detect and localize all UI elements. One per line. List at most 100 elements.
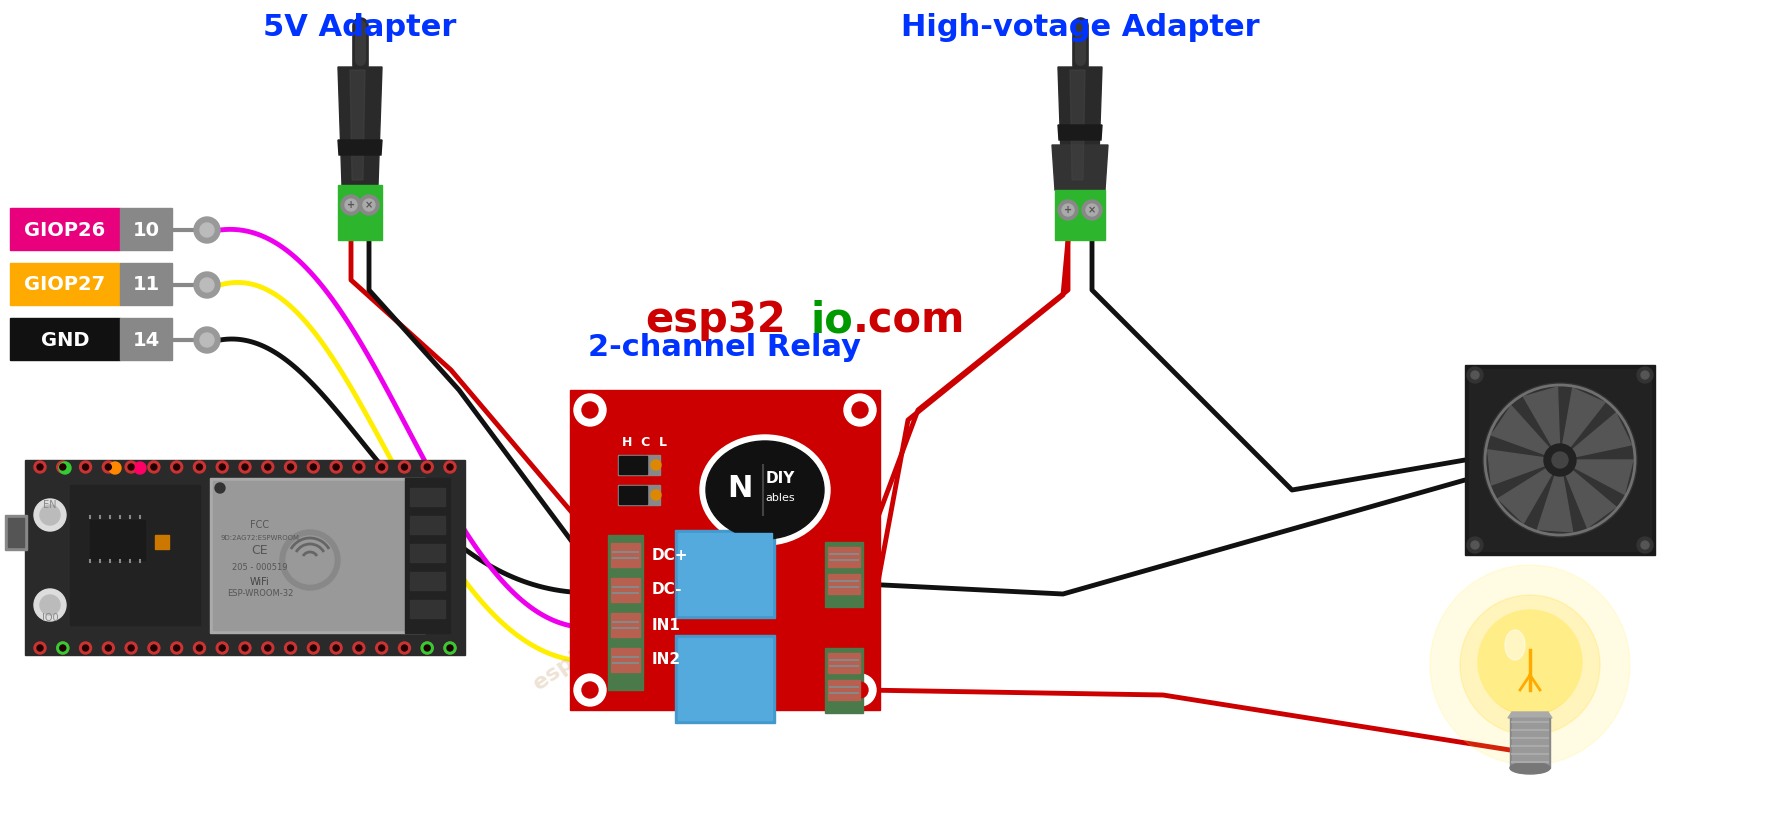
Circle shape: [196, 464, 203, 470]
Circle shape: [307, 642, 319, 654]
Circle shape: [378, 464, 385, 470]
Circle shape: [125, 642, 137, 654]
Bar: [5, 515, 27, 550]
Text: DIY: DIY: [764, 471, 795, 485]
Circle shape: [194, 217, 219, 243]
Bar: [677, 638, 772, 720]
Bar: [611, 543, 640, 567]
Circle shape: [310, 464, 317, 470]
Circle shape: [330, 461, 342, 473]
Bar: [405, 478, 451, 633]
Circle shape: [421, 642, 433, 654]
Polygon shape: [1508, 712, 1552, 718]
Circle shape: [1429, 565, 1631, 765]
Circle shape: [444, 642, 456, 654]
Circle shape: [346, 199, 356, 211]
Text: FCC: FCC: [251, 520, 269, 530]
Circle shape: [173, 645, 180, 651]
Circle shape: [171, 642, 184, 654]
Polygon shape: [1059, 125, 1101, 140]
Circle shape: [399, 461, 410, 473]
Circle shape: [574, 674, 606, 706]
Circle shape: [285, 461, 296, 473]
Bar: [675, 530, 775, 618]
Text: ESP-WROOM-32: ESP-WROOM-32: [226, 588, 294, 597]
Circle shape: [262, 461, 274, 473]
Circle shape: [262, 642, 274, 654]
Circle shape: [148, 461, 160, 473]
Bar: [1511, 718, 1549, 768]
Polygon shape: [339, 67, 381, 185]
Polygon shape: [1570, 460, 1632, 494]
Circle shape: [61, 464, 66, 470]
Circle shape: [1062, 204, 1075, 216]
Bar: [11, 318, 119, 360]
Bar: [410, 572, 446, 590]
Text: +: +: [347, 200, 355, 210]
Circle shape: [59, 462, 71, 474]
Circle shape: [242, 464, 248, 470]
Bar: [618, 486, 647, 504]
Circle shape: [109, 462, 121, 474]
Bar: [611, 648, 640, 672]
Circle shape: [285, 536, 333, 584]
Text: 14: 14: [132, 330, 160, 349]
Circle shape: [399, 642, 410, 654]
Circle shape: [37, 645, 43, 651]
Text: High-votage Adapter: High-votage Adapter: [900, 13, 1260, 42]
Circle shape: [287, 464, 294, 470]
Text: esp32io.com: esp32io.com: [529, 587, 670, 694]
Polygon shape: [1499, 466, 1554, 523]
Circle shape: [105, 464, 110, 470]
Text: DC-: DC-: [652, 583, 683, 597]
Bar: [608, 535, 643, 690]
Circle shape: [1638, 367, 1654, 383]
Circle shape: [1552, 452, 1568, 468]
Circle shape: [424, 645, 429, 651]
Circle shape: [376, 642, 388, 654]
Text: IO0: IO0: [41, 613, 59, 623]
Bar: [25, 460, 465, 655]
Circle shape: [444, 642, 456, 654]
Circle shape: [444, 461, 456, 473]
Polygon shape: [1538, 471, 1574, 531]
Circle shape: [171, 461, 184, 473]
Circle shape: [280, 530, 340, 590]
Circle shape: [61, 645, 66, 651]
Ellipse shape: [1506, 630, 1525, 660]
Bar: [611, 578, 640, 602]
Circle shape: [57, 461, 69, 473]
Circle shape: [102, 461, 114, 473]
Text: EN: EN: [43, 500, 57, 510]
Polygon shape: [1069, 70, 1085, 180]
Ellipse shape: [700, 435, 830, 545]
Circle shape: [194, 327, 219, 353]
Circle shape: [80, 642, 91, 654]
Bar: [91, 520, 144, 560]
Circle shape: [376, 461, 388, 473]
Bar: [210, 478, 424, 633]
Circle shape: [34, 499, 66, 531]
Text: io: io: [811, 299, 854, 341]
Circle shape: [148, 642, 160, 654]
Bar: [829, 574, 861, 594]
Bar: [119, 208, 173, 250]
Circle shape: [151, 464, 157, 470]
Text: IN2: IN2: [652, 653, 681, 667]
Circle shape: [1059, 200, 1078, 220]
Circle shape: [1085, 204, 1098, 216]
Circle shape: [200, 333, 214, 347]
Circle shape: [1543, 444, 1575, 476]
Polygon shape: [1051, 145, 1108, 190]
Circle shape: [1641, 541, 1648, 549]
Polygon shape: [349, 70, 365, 180]
Circle shape: [1481, 615, 1581, 715]
Bar: [675, 635, 775, 723]
Bar: [570, 390, 880, 710]
Circle shape: [39, 505, 61, 525]
Text: 9D:2AG72:ESPWROOM: 9D:2AG72:ESPWROOM: [221, 535, 299, 541]
Circle shape: [128, 645, 134, 651]
Circle shape: [447, 464, 453, 470]
Polygon shape: [1059, 67, 1101, 185]
Circle shape: [285, 642, 296, 654]
